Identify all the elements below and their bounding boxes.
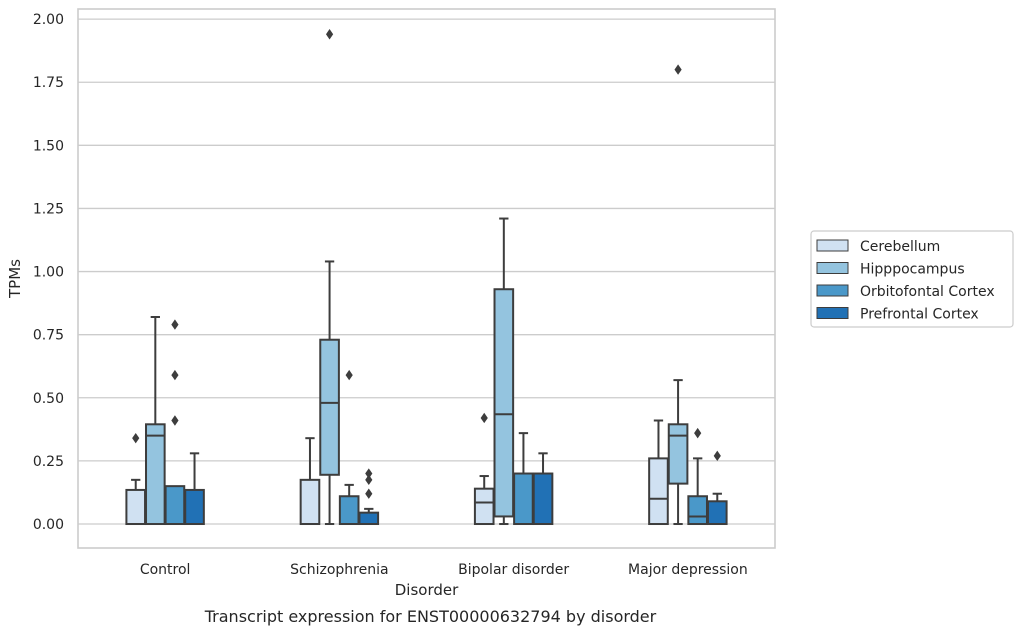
y-axis-label: TPMs: [6, 259, 24, 299]
outlier-point: [674, 64, 682, 75]
outlier-point: [365, 468, 373, 479]
box-cerebellum: [299, 437, 321, 526]
legend-swatch: [816, 262, 849, 274]
outlier-point: [345, 369, 353, 381]
outlier-point: [132, 432, 140, 444]
legend-swatch: [816, 284, 849, 297]
box-hipppocampus: [145, 316, 166, 526]
box-hipppocampus: [493, 217, 515, 526]
x-tick-label: Control: [140, 562, 191, 578]
legend-swatch: [816, 307, 849, 319]
legend-label: Orbitofontal Cortex: [860, 284, 995, 300]
box: [532, 472, 554, 526]
box: [145, 423, 166, 526]
box-orbitofontal-cortex: [687, 427, 708, 526]
box: [513, 472, 534, 526]
box-hipppocampus: [667, 64, 689, 526]
outlier-point: [365, 488, 373, 499]
box-cerebellum: [125, 432, 147, 526]
outlier-point: [480, 412, 488, 424]
outlier-point: [694, 427, 702, 439]
box-prefrontal-cortex: [358, 468, 380, 526]
box: [687, 495, 708, 526]
x-tick-label: Schizophrenia: [290, 562, 388, 578]
y-tick-label: 0.25: [33, 454, 64, 470]
y-tick-label: 0.00: [33, 517, 64, 533]
legend-label: Cerebellum: [860, 239, 940, 255]
box: [184, 488, 205, 526]
legend-label: Hipppocampus: [860, 262, 965, 278]
legend-swatch: [816, 239, 849, 252]
outlier-point: [171, 319, 179, 330]
legend-frame: [810, 230, 1014, 328]
y-tick-label: 1.50: [33, 138, 64, 154]
y-tick-label: 1.75: [33, 75, 64, 91]
legend: Cerebellum Hipppocampus Orbitofontal Corte…: [810, 230, 1014, 328]
legend-label: Prefrontal Cortex: [860, 307, 979, 323]
box-cerebellum: [473, 412, 495, 526]
box-orbitofontal-cortex: [513, 432, 534, 526]
box-cerebellum: [648, 419, 669, 526]
x-tick-label: Major depression: [628, 562, 748, 578]
box: [125, 488, 147, 526]
box-prefrontal-cortex: [184, 452, 205, 526]
y-tick-label: 0.50: [33, 391, 64, 407]
plot-frame: [77, 8, 776, 549]
outlier-point: [171, 415, 179, 426]
box: [319, 338, 340, 476]
box-orbitofontal-cortex: [164, 319, 186, 526]
y-tick-label: 2.00: [33, 12, 64, 28]
chart-caption: Transcript expression for ENST0000063279…: [204, 607, 657, 626]
outlier-point: [713, 450, 721, 462]
box: [299, 478, 321, 526]
outlier-point: [325, 29, 334, 40]
box: [667, 423, 689, 485]
box: [493, 288, 515, 518]
x-axis-ticks: Control Schizophrenia Bipolar disorder Majo…: [140, 562, 748, 578]
outlier-point: [365, 474, 373, 486]
box-orbitofontal-cortex: [338, 369, 360, 526]
x-tick-label: Bipolar disorder: [458, 562, 569, 578]
y-tick-label: 0.75: [33, 328, 64, 344]
box: [338, 495, 360, 526]
box: [706, 500, 728, 526]
boxes: [125, 29, 728, 526]
box-prefrontal-cortex: [532, 452, 554, 526]
box-prefrontal-cortex: [706, 450, 728, 526]
x-axis-label: Disorder: [395, 581, 459, 599]
box-hipppocampus: [319, 29, 340, 526]
y-axis-ticks: 0.00 0.25 0.50 0.75 1.00 1.25 1.50 1.75 2.00: [33, 12, 64, 533]
box: [648, 457, 669, 526]
y-tick-label: 1.00: [33, 265, 64, 281]
box: [473, 487, 495, 526]
outlier-point: [171, 369, 179, 381]
box: [358, 511, 380, 526]
box: [164, 485, 186, 526]
y-tick-label: 1.25: [33, 201, 64, 217]
